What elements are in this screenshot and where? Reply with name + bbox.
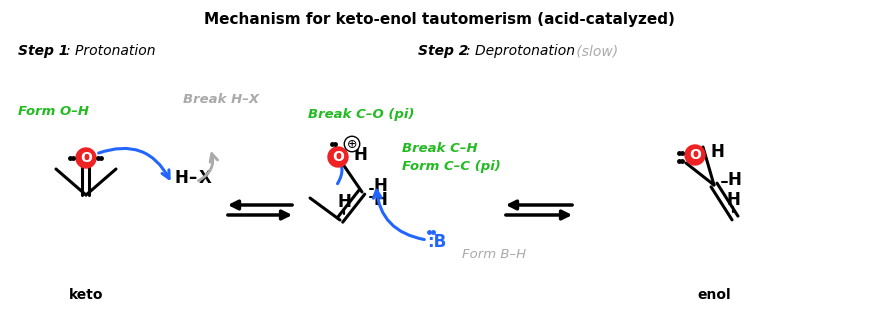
Text: –: –	[188, 169, 196, 187]
Text: H: H	[709, 143, 724, 161]
Text: H: H	[353, 146, 367, 164]
Text: O: O	[688, 148, 700, 162]
Text: O: O	[80, 151, 92, 165]
Text: X: X	[198, 169, 211, 187]
Text: Step 1: Step 1	[18, 44, 68, 58]
Text: enol: enol	[696, 288, 730, 302]
Text: H: H	[725, 191, 739, 209]
Text: (slow): (slow)	[571, 44, 617, 58]
Text: H: H	[726, 171, 740, 189]
Text: Break C–H: Break C–H	[402, 142, 477, 155]
Text: H: H	[174, 169, 188, 187]
Text: : Deprotonation: : Deprotonation	[466, 44, 574, 58]
Text: H: H	[373, 191, 387, 209]
Text: Form O–H: Form O–H	[18, 105, 89, 118]
Text: Break H–X: Break H–X	[182, 93, 259, 106]
Circle shape	[76, 148, 96, 168]
Text: Form C–C (pi): Form C–C (pi)	[402, 160, 500, 173]
Circle shape	[684, 145, 704, 165]
Text: Break C–O (pi): Break C–O (pi)	[308, 108, 414, 121]
Text: H: H	[373, 177, 387, 195]
Text: H: H	[337, 193, 351, 211]
Circle shape	[328, 147, 347, 167]
Text: Step 2: Step 2	[417, 44, 467, 58]
Text: keto: keto	[68, 288, 103, 302]
Text: : Protonation: : Protonation	[66, 44, 155, 58]
Text: Mechanism for keto-enol tautomerism (acid-catalyzed): Mechanism for keto-enol tautomerism (aci…	[203, 12, 674, 27]
Text: Form B–H: Form B–H	[461, 248, 525, 261]
Text: O: O	[332, 150, 344, 164]
Text: ⊕: ⊕	[346, 138, 357, 150]
Text: :B: :B	[427, 233, 446, 251]
